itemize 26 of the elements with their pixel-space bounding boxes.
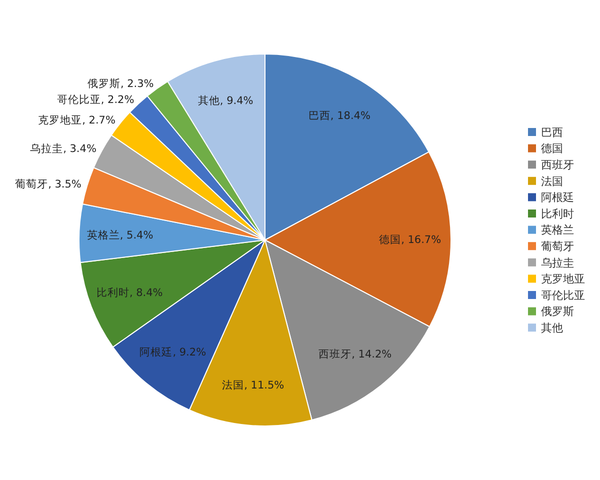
- legend-label: 德国: [541, 142, 563, 156]
- legend-label: 克罗地亚: [541, 272, 585, 286]
- data-label: 巴西, 18.4%: [308, 110, 370, 122]
- legend-label: 葡萄牙: [541, 240, 574, 253]
- data-label: 克罗地亚, 2.7%: [38, 113, 116, 126]
- legend-label: 哥伦比亚: [541, 288, 585, 302]
- data-label: 乌拉圭, 3.4%: [30, 142, 96, 155]
- data-label: 英格兰, 5.4%: [86, 228, 154, 242]
- data-label: 葡萄牙, 3.5%: [15, 177, 82, 190]
- data-label: 其他, 9.4%: [198, 94, 254, 108]
- legend-label: 阿根廷: [541, 191, 574, 204]
- legend-label: 英格兰: [541, 224, 574, 237]
- data-label: 比利时, 8.4%: [96, 286, 163, 299]
- data-label: 俄罗斯, 2.3%: [87, 77, 154, 90]
- data-label: 西班牙, 14.2%: [318, 347, 392, 360]
- data-label: 法国, 11.5%: [222, 378, 284, 392]
- legend-label: 西班牙: [541, 158, 574, 172]
- legend-label: 巴西: [541, 126, 563, 139]
- legend-label: 乌拉圭: [541, 256, 574, 270]
- legend-label: 其他: [541, 321, 563, 334]
- data-label: 哥伦比亚, 2.2%: [56, 93, 134, 106]
- data-label: 阿根廷, 9.2%: [140, 346, 206, 359]
- legend-label: 法国: [541, 174, 563, 188]
- legend-label: 俄罗斯: [541, 305, 574, 318]
- data-label: 德国, 16.7%: [379, 234, 442, 246]
- legend-label: 比利时: [541, 207, 574, 220]
